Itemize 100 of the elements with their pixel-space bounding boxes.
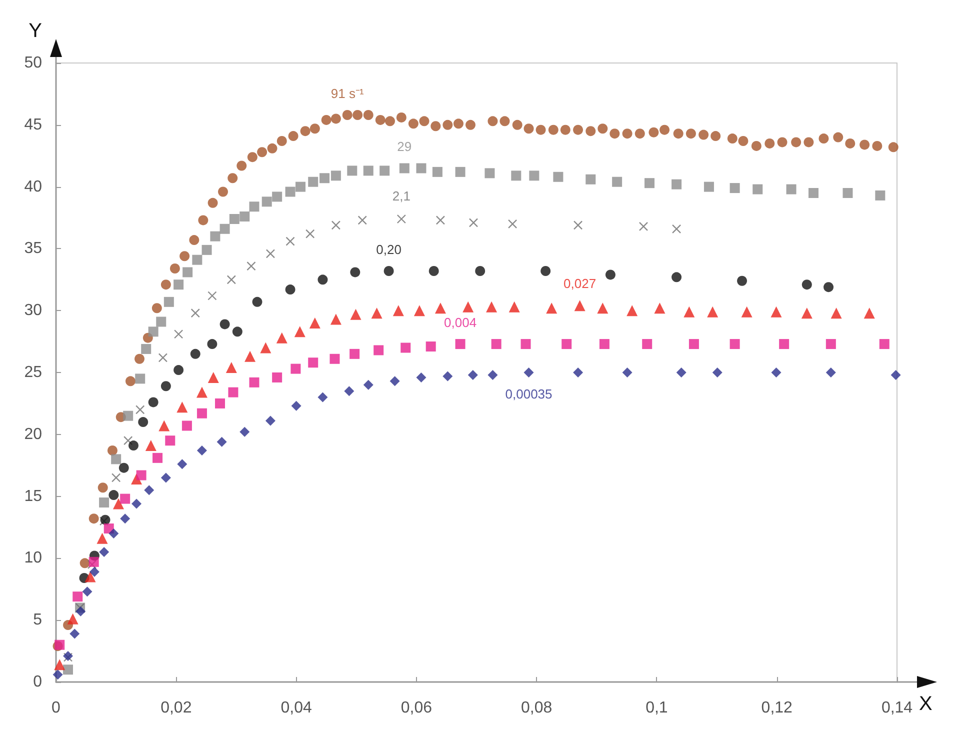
point (358, 216, 367, 225)
point (475, 266, 486, 276)
point (864, 308, 875, 319)
series-label: 0,00035 (505, 386, 552, 402)
point (524, 368, 534, 378)
point (228, 387, 238, 398)
point (240, 426, 250, 437)
point (879, 339, 890, 350)
point (164, 296, 174, 307)
y-tick-label: 5 (33, 612, 42, 629)
point (344, 386, 354, 396)
y-axis-title: Y (28, 20, 42, 42)
point (54, 659, 66, 670)
point (434, 302, 446, 314)
point (672, 224, 682, 234)
x-axis-title: X (919, 693, 932, 715)
point (330, 354, 340, 364)
point (158, 420, 170, 432)
point (400, 342, 411, 353)
point (99, 497, 110, 508)
point (308, 176, 318, 187)
point (244, 350, 256, 362)
point (416, 372, 426, 382)
point (707, 306, 718, 318)
point (152, 452, 163, 463)
point (260, 342, 272, 354)
point (638, 222, 648, 232)
x-tick-label: 0,12 (761, 700, 793, 716)
point (196, 408, 207, 418)
point (246, 261, 256, 271)
point (131, 498, 142, 509)
point (111, 473, 121, 482)
x-tick-label: 0,06 (400, 700, 432, 716)
point (672, 179, 682, 190)
point (309, 317, 320, 328)
point (220, 224, 230, 234)
point (730, 339, 740, 350)
point (138, 417, 148, 428)
point (318, 392, 328, 402)
point (730, 183, 740, 194)
point (511, 170, 522, 181)
point (265, 416, 276, 426)
point (371, 308, 382, 319)
point (118, 462, 129, 473)
point (145, 440, 156, 452)
point (120, 514, 130, 524)
point (786, 184, 796, 194)
point (111, 454, 122, 464)
point (676, 368, 686, 378)
y-tick-label: 0 (33, 674, 42, 690)
point (176, 402, 188, 413)
point (890, 370, 901, 380)
point (232, 326, 242, 337)
point (320, 173, 330, 184)
point (52, 670, 63, 680)
point (89, 566, 100, 577)
point (586, 174, 596, 184)
point (148, 326, 158, 337)
series-label: 0,20 (376, 242, 402, 257)
y-tick-label: 50 (24, 54, 42, 72)
point (108, 528, 119, 538)
point (712, 368, 722, 378)
point (262, 196, 272, 207)
point (562, 339, 572, 350)
point (597, 302, 608, 314)
point (771, 368, 782, 378)
series-label: 0,004 (444, 315, 477, 330)
point (546, 302, 558, 314)
point (741, 306, 752, 318)
point (520, 339, 531, 350)
point (626, 305, 638, 316)
point (468, 370, 478, 380)
point (508, 219, 518, 229)
point (824, 282, 834, 292)
y-tick-label: 25 (24, 364, 42, 381)
series-label: 2,1 (392, 188, 410, 204)
point (240, 212, 250, 222)
point (252, 296, 262, 307)
point (808, 188, 818, 198)
point (350, 308, 362, 320)
point (144, 485, 154, 496)
point (875, 190, 886, 200)
point (318, 274, 328, 285)
point (392, 305, 404, 316)
point (286, 236, 295, 246)
point (249, 202, 260, 212)
point (484, 168, 495, 178)
point (363, 380, 374, 390)
point (508, 301, 520, 312)
point (226, 275, 236, 284)
point (285, 186, 296, 197)
point (108, 490, 119, 500)
point (174, 330, 184, 339)
point (826, 339, 836, 350)
point (177, 459, 188, 470)
point (202, 244, 212, 255)
point (210, 231, 220, 242)
point (174, 280, 184, 290)
point (174, 365, 184, 376)
point (684, 306, 695, 318)
